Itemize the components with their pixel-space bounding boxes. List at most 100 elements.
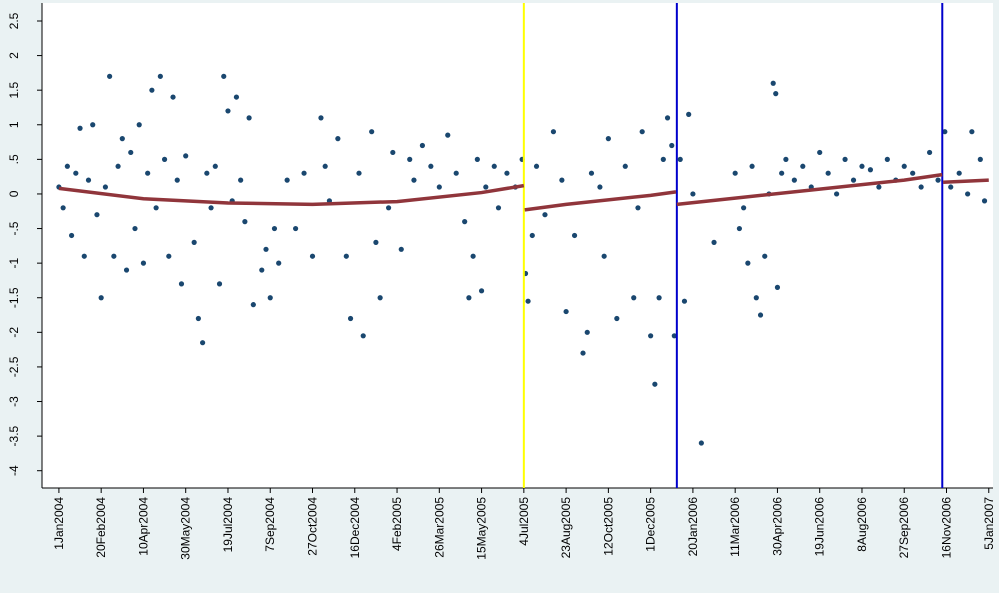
point [170,94,176,100]
point [271,225,278,232]
point [178,281,185,287]
point [956,170,962,176]
point [867,167,874,173]
point [656,295,662,301]
x-tick-label: 4Feb2005 [390,497,404,551]
point [377,295,383,301]
point [910,170,916,176]
point [428,163,434,169]
point [161,156,168,162]
fit-line [676,172,943,207]
y-tick-label: -3 [7,396,21,407]
point [745,260,751,266]
point [466,295,472,301]
point [631,295,637,301]
x-tick-label: 20Feb2004 [94,497,108,558]
x-tick-label: 7Sep2004 [263,497,277,552]
x-tick-label: 12Oct2005 [601,497,615,556]
point [901,163,907,169]
point [859,163,865,169]
point [246,115,252,121]
point [660,156,666,162]
point [250,302,256,308]
point [343,253,349,259]
point [195,315,201,322]
point [140,260,147,266]
point [942,129,948,135]
point [128,149,134,156]
point [736,225,743,232]
point [690,191,696,197]
y-tick-label: 2 [7,52,21,59]
point [102,184,108,190]
point [783,156,789,162]
point [411,177,417,183]
y-tick-label: 2.5 [7,12,21,29]
point [453,170,459,176]
y-tick-label: 1.5 [7,82,21,99]
point [686,111,692,117]
fit-line [524,190,677,212]
point [825,170,831,176]
point [407,156,413,162]
point [948,184,954,190]
point [762,253,768,259]
point [81,253,87,259]
point [204,170,210,176]
point [356,170,362,176]
point [834,191,840,197]
point [876,184,882,190]
y-tick-label: -3.5 [7,425,21,446]
x-tick-label: 19Jul2004 [221,497,235,553]
point [478,288,485,294]
point [698,440,704,446]
point [774,284,781,290]
point [259,267,265,273]
point [732,170,738,176]
point [149,87,155,93]
point [681,298,688,304]
plot-area [42,3,993,488]
point [525,298,531,304]
point [529,232,535,239]
point [132,225,138,232]
point [474,156,480,162]
point [842,156,848,162]
point [850,177,857,183]
point [601,253,607,259]
x-tick-label: 5Jan2007 [982,497,996,550]
point [322,163,328,169]
point [98,295,104,301]
point [597,184,603,190]
x-tick-label: 26Mar2005 [432,497,446,558]
point [267,295,273,301]
point [284,177,290,183]
point [136,122,142,128]
y-tick-label: -1.5 [7,287,21,308]
y-tick-label: -.5 [7,221,21,235]
point [652,381,658,387]
x-tick-label: 23Aug2005 [559,497,573,559]
point [491,163,497,169]
point [221,73,227,79]
point [639,129,645,135]
point [293,225,299,232]
point [233,94,240,100]
point [542,212,548,218]
x-tick-label: 8Aug2006 [855,497,869,552]
point [791,177,797,183]
point [470,253,476,259]
point [664,115,671,121]
point [212,163,218,169]
point [419,142,425,149]
y-tick-label: .5 [7,154,21,164]
point [495,205,502,211]
point [111,253,117,259]
point [200,340,206,346]
fit-line [943,178,989,184]
point [90,122,96,128]
point [174,177,180,183]
point [965,191,971,197]
point [711,239,717,245]
x-tick-label: 1Dec2005 [644,497,658,552]
